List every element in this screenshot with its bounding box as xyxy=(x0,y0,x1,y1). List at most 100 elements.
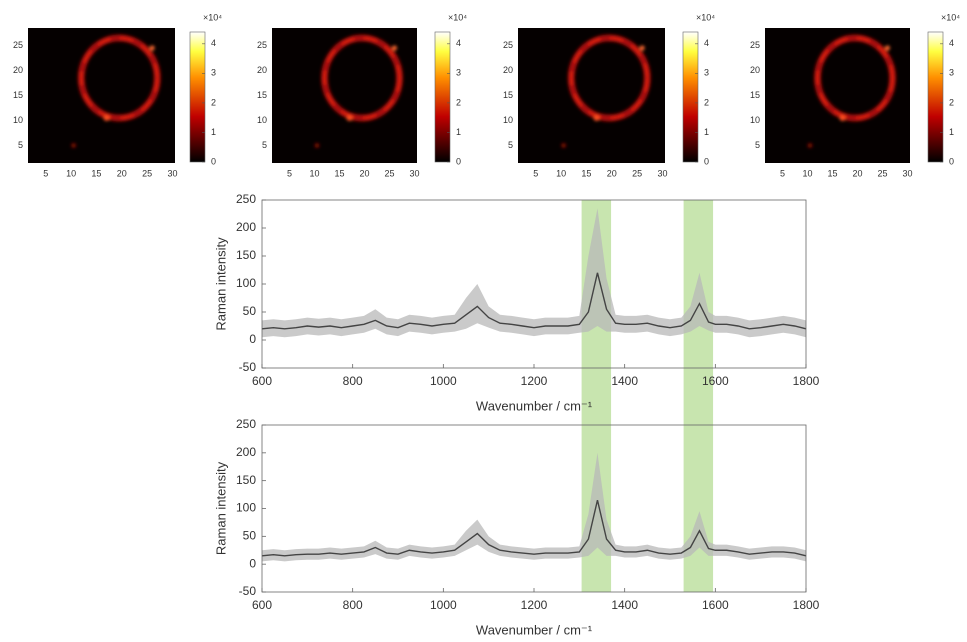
colorbar-exponent: ×10⁴ xyxy=(696,12,715,22)
colorbar-exponent: ×10⁴ xyxy=(941,12,960,22)
y-axis-label: Raman intensity xyxy=(213,461,228,555)
std-band xyxy=(262,208,806,338)
colorbar-tick-label: 0 xyxy=(949,156,954,166)
x-tick-label: 25 xyxy=(877,168,887,178)
colorbar-tick-label: 4 xyxy=(456,38,461,48)
signal-hotspot xyxy=(885,45,890,51)
y-tick-label: 25 xyxy=(750,40,760,50)
signal-hotspot xyxy=(392,45,397,51)
x-tick-label: 1600 xyxy=(702,374,729,388)
signal-spot xyxy=(807,143,813,148)
x-tick-label: 5 xyxy=(780,168,785,178)
x-tick-label: 30 xyxy=(902,168,912,178)
colorbar-exponent: ×10⁴ xyxy=(448,12,467,22)
colorbar-tick-label: 3 xyxy=(949,68,954,78)
plot-frame xyxy=(261,199,807,369)
x-tick-label: 10 xyxy=(556,168,566,178)
x-tick-label: 10 xyxy=(802,168,812,178)
colorbar-tick-label: 1 xyxy=(949,127,954,137)
signal-spot xyxy=(71,143,77,148)
y-tick-label: 100 xyxy=(236,501,256,515)
x-tick-label: 30 xyxy=(409,168,419,178)
x-tick-label: 1800 xyxy=(793,374,820,388)
signal-hotspot xyxy=(149,45,155,51)
colorbar-tick-label: 0 xyxy=(211,156,216,166)
colorbar-tick-label: 2 xyxy=(456,97,461,107)
y-tick-label: 50 xyxy=(243,529,257,543)
y-tick-label: 15 xyxy=(13,90,23,100)
colorbar-tick-label: 3 xyxy=(704,68,709,78)
y-tick-label: 0 xyxy=(249,332,256,346)
x-tick-label: 1400 xyxy=(611,374,638,388)
x-tick-label: 25 xyxy=(632,168,642,178)
y-tick-label: -50 xyxy=(239,360,257,374)
x-tick-label: 10 xyxy=(66,168,76,178)
signal-spot xyxy=(561,143,567,148)
colorbar-tick-label: 2 xyxy=(211,97,216,107)
heatmap-signal xyxy=(314,34,403,148)
signal-hotspot xyxy=(593,115,600,121)
y-tick-label: 10 xyxy=(257,115,267,125)
heatmap-signal xyxy=(71,34,161,148)
signal-hotspot xyxy=(639,45,645,51)
colorbar-tick-label: 4 xyxy=(211,38,216,48)
y-tick-label: 25 xyxy=(13,40,23,50)
y-tick-label: 15 xyxy=(257,90,267,100)
colorbar-tick-label: 2 xyxy=(704,97,709,107)
y-tick-label: 0 xyxy=(249,556,256,570)
colorbar-tick-label: 4 xyxy=(949,38,954,48)
x-tick-label: 20 xyxy=(359,168,369,178)
y-tick-label: 15 xyxy=(750,90,760,100)
y-tick-label: 250 xyxy=(236,192,256,206)
y-tick-label: 200 xyxy=(236,445,256,459)
x-tick-label: 20 xyxy=(852,168,862,178)
signal-spot xyxy=(314,143,320,148)
colorbar-tick-label: 1 xyxy=(456,127,461,137)
y-tick-label: 20 xyxy=(503,65,513,75)
heatmap-signal xyxy=(561,34,651,148)
signal-hotspot xyxy=(103,115,110,121)
signal-ring-core xyxy=(569,36,649,120)
signal-hotspot xyxy=(839,115,846,121)
y-tick-label: 5 xyxy=(262,140,267,150)
y-tick-label: 10 xyxy=(750,115,760,125)
y-tick-label: -50 xyxy=(239,584,257,598)
colorbar-tick-label: 4 xyxy=(704,38,709,48)
x-tick-label: 5 xyxy=(287,168,292,178)
x-tick-label: 1200 xyxy=(521,374,548,388)
colorbar-tick-label: 3 xyxy=(456,68,461,78)
colorbar xyxy=(927,31,944,163)
y-tick-label: 20 xyxy=(750,65,760,75)
x-axis-label: Wavenumber / cm⁻¹ xyxy=(476,398,593,413)
x-tick-label: 20 xyxy=(607,168,617,178)
colorbar-tick-label: 2 xyxy=(949,97,954,107)
y-tick-label: 150 xyxy=(236,248,256,262)
x-tick-label: 1800 xyxy=(793,598,820,612)
colorbar xyxy=(434,31,451,163)
x-tick-label: 30 xyxy=(167,168,177,178)
plot-frame xyxy=(261,424,807,593)
y-tick-label: 10 xyxy=(13,115,23,125)
x-tick-label: 15 xyxy=(827,168,837,178)
mean-line xyxy=(261,272,807,330)
x-tick-label: 800 xyxy=(343,598,363,612)
colorbar xyxy=(189,31,206,163)
y-tick-label: 20 xyxy=(257,65,267,75)
x-tick-label: 15 xyxy=(91,168,101,178)
x-tick-label: 30 xyxy=(657,168,667,178)
colorbar-tick-label: 0 xyxy=(456,156,461,166)
x-tick-label: 1600 xyxy=(702,598,729,612)
x-axis-label: Wavenumber / cm⁻¹ xyxy=(476,622,593,637)
x-tick-label: 5 xyxy=(533,168,538,178)
heatmap-signal xyxy=(807,34,896,148)
x-tick-label: 600 xyxy=(252,598,272,612)
y-tick-label: 5 xyxy=(755,140,760,150)
signal-ring-core xyxy=(816,36,894,120)
y-tick-label: 25 xyxy=(257,40,267,50)
colorbar-tick-label: 1 xyxy=(704,127,709,137)
colorbar-tick-label: 3 xyxy=(211,68,216,78)
x-tick-label: 1000 xyxy=(430,598,457,612)
x-tick-label: 1000 xyxy=(430,374,457,388)
y-tick-label: 50 xyxy=(243,304,257,318)
y-tick-label: 150 xyxy=(236,473,256,487)
